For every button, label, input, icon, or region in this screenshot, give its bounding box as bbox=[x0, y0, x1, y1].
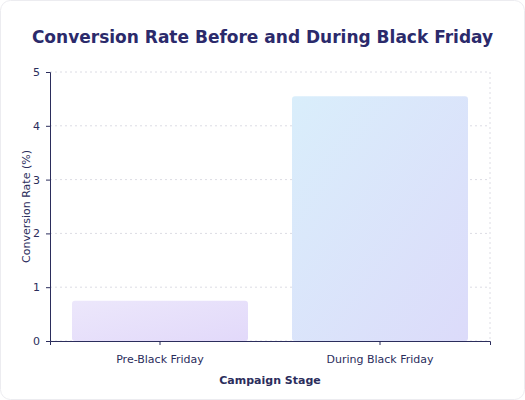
y-tick: 4 bbox=[33, 120, 50, 133]
grid-line bbox=[50, 72, 490, 73]
y-tick: 2 bbox=[33, 227, 50, 240]
y-tick-mark bbox=[46, 126, 50, 127]
x-tick: Pre-Black Friday bbox=[116, 341, 204, 366]
y-tick-mark bbox=[46, 341, 50, 342]
bar bbox=[292, 96, 468, 341]
x-tick: During Black Friday bbox=[326, 341, 434, 366]
y-tick-label: 0 bbox=[33, 335, 40, 348]
x-axis-title: Campaign Stage bbox=[219, 374, 321, 387]
grid bbox=[50, 72, 490, 341]
y-tick: 0 bbox=[33, 335, 50, 348]
y-tick-mark bbox=[46, 180, 50, 181]
y-tick-label: 2 bbox=[33, 227, 40, 240]
y-axis-title: Conversion Rate (%) bbox=[20, 150, 33, 263]
frame bbox=[1, 1, 525, 400]
y-tick-mark bbox=[46, 233, 50, 234]
x-tick-label: During Black Friday bbox=[326, 353, 434, 366]
y-tick-label: 3 bbox=[33, 174, 40, 187]
y-tick: 5 bbox=[33, 66, 50, 79]
title: Conversion Rate Before and During Black … bbox=[32, 27, 493, 47]
y-axis: 0 1 2 3 4 5 bbox=[33, 66, 51, 348]
y-tick-label: 4 bbox=[33, 120, 40, 133]
x-axis-line bbox=[51, 342, 491, 346]
y-tick-mark bbox=[46, 72, 50, 73]
y-tick-label: 5 bbox=[33, 66, 40, 79]
x-axis: Pre-Black Friday During Black Friday bbox=[51, 341, 491, 366]
grid-border bbox=[490, 72, 491, 341]
bars bbox=[72, 96, 468, 341]
plot: 0 1 2 3 4 5 Pre-Black Friday During Black Frida… bbox=[33, 66, 491, 366]
bar bbox=[72, 301, 248, 341]
y-axis-line bbox=[46, 73, 51, 342]
y-tick-label: 1 bbox=[33, 281, 40, 294]
x-tick-mark bbox=[380, 341, 381, 345]
chart: 0 1 2 3 4 5 Pre-Black Friday During Black Frida… bbox=[0, 0, 525, 400]
y-tick-mark bbox=[46, 287, 50, 288]
x-tick-mark bbox=[160, 341, 161, 345]
y-tick: 1 bbox=[33, 281, 50, 294]
x-tick-label: Pre-Black Friday bbox=[116, 353, 204, 366]
y-tick: 3 bbox=[33, 174, 50, 187]
